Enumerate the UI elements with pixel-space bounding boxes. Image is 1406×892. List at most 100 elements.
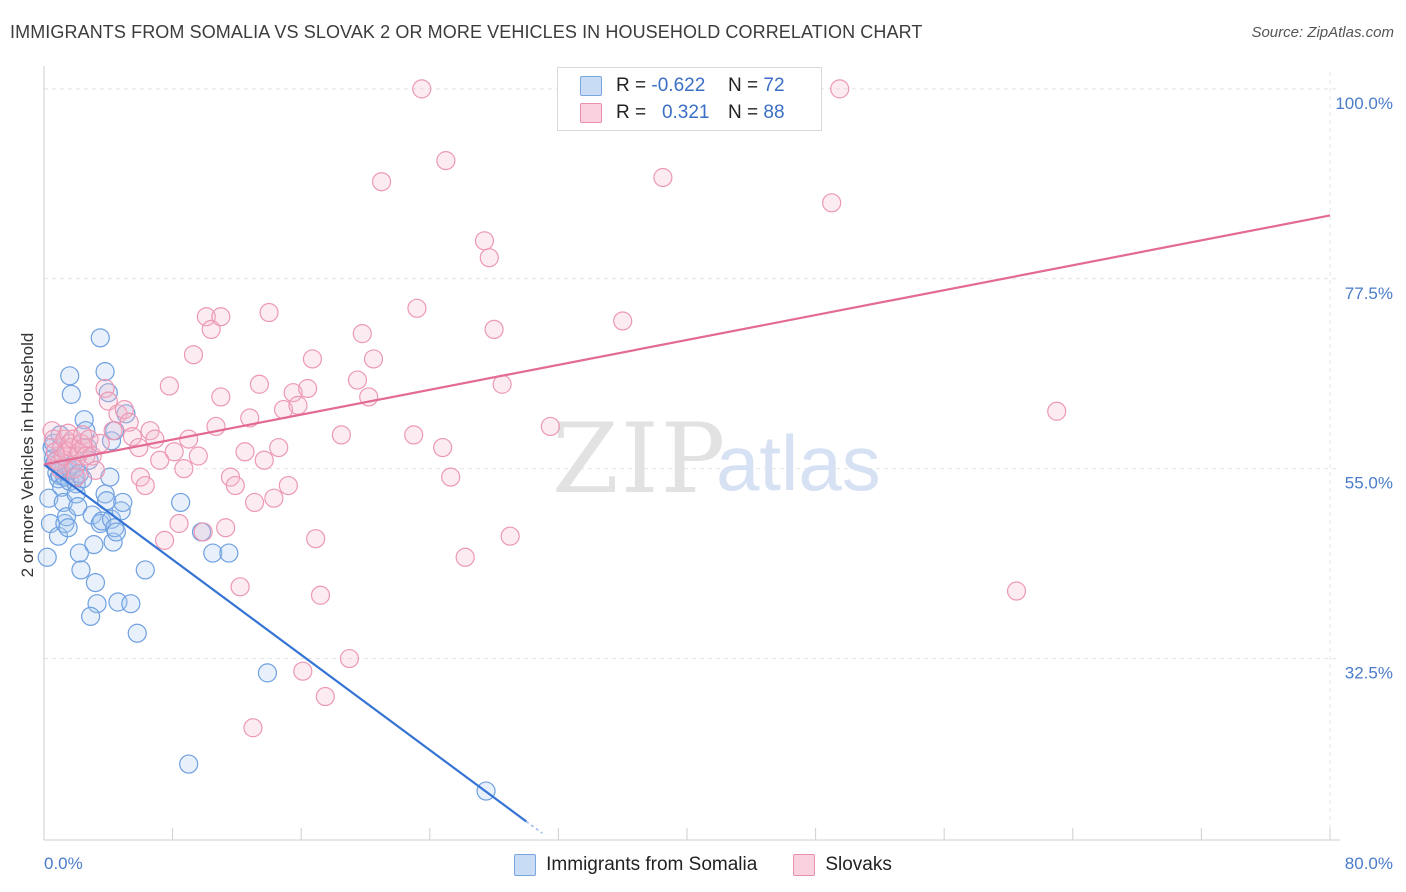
legend-r-value-somalia: -0.622 (651, 75, 706, 96)
slovak-point (174, 459, 194, 479)
slovak-point (98, 391, 118, 411)
somalia-point (219, 543, 239, 563)
somalia-point (135, 560, 155, 580)
y-tick-label: 77.5% (1345, 284, 1393, 303)
slovak-point (302, 349, 323, 369)
somalia-point (113, 492, 133, 513)
legend-swatch-slovaks (793, 854, 816, 876)
slovak-point (114, 399, 134, 420)
slovak-point (259, 302, 279, 323)
somalia-point (58, 518, 78, 538)
slovak-point (352, 324, 372, 344)
slovak-point (278, 475, 298, 496)
slovak-point (436, 151, 456, 171)
slovak-point (249, 374, 270, 394)
slovak-point (363, 349, 384, 369)
slovak-point (145, 429, 165, 449)
slovak-point (653, 167, 673, 188)
slovak-point (188, 446, 208, 466)
slovak-point (254, 450, 274, 470)
legend-r-label: R = (616, 75, 647, 96)
legend-row-slovaks: R = 0.321 N = 88 (558, 99, 785, 127)
watermark: ZIP atlas (552, 403, 881, 515)
somalia-trend-extension (525, 820, 543, 834)
slovak-point (150, 450, 170, 470)
slovak-point (455, 547, 475, 567)
slovak-point (193, 522, 213, 542)
slovak-point (240, 408, 260, 428)
slovak-point (90, 433, 110, 453)
somalia-point (85, 572, 106, 593)
slovak-point (441, 467, 461, 487)
y-tick-label: 55.0% (1345, 474, 1393, 493)
somalia-point (121, 594, 141, 614)
slovak-point (201, 319, 221, 340)
series-legend: Immigrants from Somalia Slovaks (0, 851, 1406, 879)
slovak-point (119, 412, 139, 432)
slovak-point (479, 248, 499, 268)
slovak-point (183, 345, 204, 365)
slovak-point (85, 460, 106, 480)
slovak-point (283, 383, 303, 403)
slovak-point (154, 530, 175, 550)
slovak-point (1047, 401, 1067, 421)
somalia-point (71, 560, 91, 580)
legend-swatch-slovaks (580, 103, 602, 123)
somalia-point (61, 384, 81, 404)
slovak-point (235, 442, 255, 462)
x-tick-label: 80.0% (1345, 854, 1393, 873)
slovak-point (306, 529, 326, 549)
slovak-point (244, 492, 265, 513)
somalia-point (90, 328, 110, 348)
slovak-point (484, 319, 504, 340)
slovak-point (196, 307, 216, 327)
legend-r-value-slovaks: 0.321 (661, 102, 710, 123)
slovak-point (264, 488, 284, 508)
legend-item-somalia[interactable]: Immigrants from Somalia (514, 854, 757, 876)
somalia-point (81, 606, 101, 626)
x-tick-label: 0.0% (44, 854, 83, 873)
trend-lines (43, 214, 1331, 834)
slovak-point (293, 661, 313, 681)
legend-label-somalia: Immigrants from Somalia (546, 854, 758, 875)
slovak-point (315, 686, 335, 707)
somalia-trend-line (43, 463, 527, 823)
slovak-point (407, 298, 427, 318)
source-label: Source: ZipAtlas.com (1251, 24, 1394, 41)
slovak-point (404, 425, 424, 445)
slovak-point (122, 426, 143, 447)
slovak-point (159, 376, 179, 396)
slovak-point (331, 425, 351, 445)
slovak-point (179, 429, 199, 449)
somalia-point (171, 492, 191, 513)
somalia-point (257, 663, 278, 683)
slovak-point (371, 172, 392, 192)
y-axis-label: 2 or more Vehicles in Household (18, 333, 37, 578)
slovak-point (211, 307, 231, 327)
legend-n-value-somalia: 72 (763, 75, 785, 96)
slovak-point (500, 526, 520, 546)
slovak-point (1006, 581, 1027, 601)
somalia-point (37, 547, 57, 567)
slovak-point (613, 311, 633, 331)
chart-title: IMMIGRANTS FROM SOMALIA VS SLOVAK 2 OR M… (10, 22, 923, 42)
somalia-point (87, 594, 107, 614)
slovak-point (225, 475, 245, 496)
somalia-point (69, 543, 89, 563)
slovak-point (164, 442, 184, 462)
legend-n-value-slovaks: 88 (763, 102, 785, 123)
y-tick-label: 100.0% (1335, 94, 1393, 113)
y-tick-label: 32.5% (1345, 664, 1393, 683)
legend-label-slovaks: Slovaks (825, 854, 892, 875)
slovak-point (103, 421, 123, 441)
slovak-point (269, 437, 289, 458)
legend-item-slovaks[interactable]: Slovaks (793, 854, 892, 876)
slovak-point (830, 79, 850, 99)
somalia-point (84, 535, 104, 555)
legend-row-somalia: R = -0.622 N = 72 (558, 72, 785, 100)
somalia-point (127, 623, 147, 643)
somalia-point (179, 754, 199, 774)
tick-labels: 32.5% 55.0% 77.5% 100.0% 0.0% 80.0% (44, 94, 1393, 873)
somalia-point (95, 362, 115, 382)
